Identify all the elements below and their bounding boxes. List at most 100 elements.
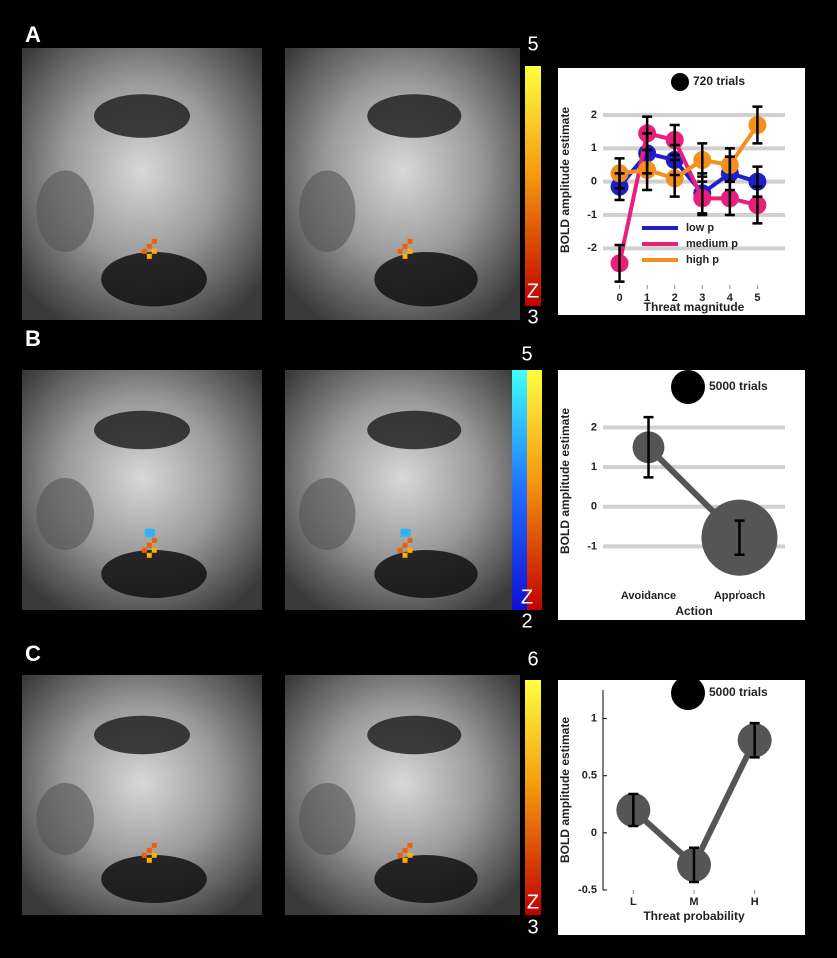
x-axis-title: Action	[675, 604, 712, 618]
x-tick-label: Approach	[714, 590, 766, 602]
chart-background	[558, 370, 805, 620]
error-bar	[643, 415, 654, 479]
brain-structure	[367, 410, 462, 450]
activation	[146, 243, 152, 249]
activation	[146, 542, 152, 548]
x-tick-label: 0	[616, 292, 622, 304]
x-tick-label: 5	[754, 292, 760, 304]
activation	[151, 547, 157, 553]
activation	[402, 847, 408, 853]
activation	[400, 528, 411, 537]
legend-label: high p	[686, 254, 719, 266]
activation	[397, 547, 403, 553]
activation	[402, 552, 408, 558]
activation	[407, 537, 413, 543]
y-tick-label: 0	[591, 501, 597, 513]
brain-structure	[101, 550, 207, 598]
error-bar	[614, 243, 625, 283]
colorbar	[525, 680, 541, 915]
panel-label: C	[25, 641, 41, 666]
brain-structure	[36, 478, 94, 550]
error-bar	[697, 180, 708, 217]
x-tick-label: 3	[699, 292, 705, 304]
error-bar	[724, 147, 735, 183]
colorbar-min: 3	[527, 306, 538, 328]
size-legend-label: 5000 trials	[709, 685, 768, 699]
brain-structure	[367, 94, 462, 138]
brain-structure	[374, 252, 478, 307]
size-legend-label: 720 trials	[693, 74, 745, 88]
error-bar	[749, 721, 760, 759]
panel-label: B	[25, 326, 41, 351]
colorbar-min: 3	[527, 916, 538, 938]
brain-structure	[94, 715, 190, 755]
brain-structure	[101, 855, 207, 903]
x-tick-label: M	[689, 896, 698, 908]
activation	[402, 253, 408, 259]
activation	[146, 552, 152, 558]
activation	[402, 243, 408, 249]
y-axis-title: BOLD amplitude estimate	[558, 717, 572, 863]
colorbar	[512, 370, 527, 610]
brain-structure	[374, 550, 478, 598]
activation	[144, 528, 155, 537]
colorbar-min: 2	[521, 610, 532, 632]
y-tick-label: -0.5	[578, 884, 597, 896]
panel-label: A	[25, 22, 41, 47]
activation	[146, 253, 152, 259]
chart-background	[558, 680, 805, 935]
brain-structure	[101, 252, 207, 307]
error-bar	[752, 185, 763, 225]
y-tick-label: 1	[591, 712, 597, 724]
brain-structure	[94, 94, 190, 138]
brain-structure	[299, 783, 356, 855]
y-tick-label: -2	[587, 242, 597, 254]
colorbar	[525, 66, 541, 306]
x-tick-label: L	[630, 896, 637, 908]
activation	[146, 857, 152, 863]
x-axis-title: Threat probability	[643, 909, 745, 923]
brain-structure	[299, 478, 356, 550]
y-tick-label: 0	[591, 827, 597, 839]
activation	[397, 852, 403, 858]
colorbar-max: 5	[521, 343, 532, 365]
y-axis-title: BOLD amplitude estimate	[558, 107, 572, 253]
activation	[151, 537, 157, 543]
activation	[141, 852, 147, 858]
y-tick-label: 1	[591, 142, 597, 154]
activation	[407, 547, 413, 553]
x-tick-label: 1	[644, 292, 650, 304]
error-bar	[669, 158, 680, 198]
activation	[151, 238, 157, 244]
brain-structure	[36, 170, 94, 252]
error-bar	[697, 142, 708, 178]
brain-structure	[367, 715, 462, 755]
activation	[402, 542, 408, 548]
x-tick-label: Avoidance	[621, 590, 676, 602]
activation	[151, 842, 157, 848]
activation	[402, 857, 408, 863]
activation	[146, 847, 152, 853]
size-legend-marker	[671, 73, 689, 91]
brain-structure	[299, 170, 356, 252]
size-legend-marker	[671, 676, 705, 710]
colorbar	[527, 370, 542, 610]
y-axis-title: BOLD amplitude estimate	[558, 408, 572, 554]
x-tick-label: 2	[672, 292, 678, 304]
y-tick-label: -1	[587, 540, 597, 552]
x-axis-title: Threat magnitude	[644, 300, 745, 314]
colorbar-unit: Z	[521, 586, 533, 608]
y-tick-label: 0	[591, 176, 597, 188]
error-bar	[752, 105, 763, 145]
activation	[407, 248, 413, 254]
colorbar-unit: Z	[527, 280, 539, 302]
error-bar	[669, 123, 680, 157]
activation	[407, 842, 413, 848]
error-bar	[642, 148, 653, 192]
y-tick-label: 2	[591, 421, 597, 433]
x-tick-label: H	[751, 896, 759, 908]
error-bar	[734, 519, 745, 556]
size-legend-label: 5000 trials	[709, 379, 768, 393]
error-bar	[689, 846, 699, 884]
